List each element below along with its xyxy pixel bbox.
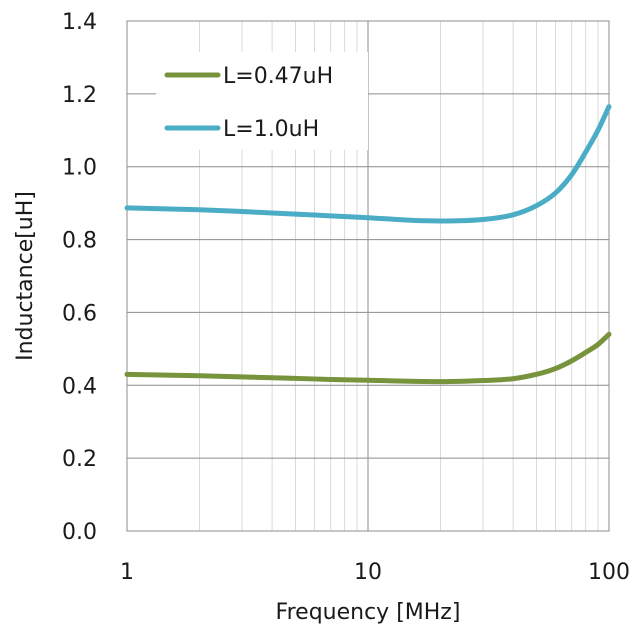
y-axis-title: Inductance[uH]: [13, 191, 38, 361]
x-axis-tick-labels: 1 10 100: [120, 560, 630, 585]
x-tick-label: 10: [354, 560, 382, 585]
y-tick-label: 0.2: [62, 447, 97, 472]
series-line-1: [124, 331, 612, 385]
y-tick-label: 1.2: [62, 83, 97, 108]
y-axis-tick-labels: 0.0 0.2 0.4 0.6 0.8 1.0 1.2 1.4: [62, 10, 97, 545]
series-line-2: [124, 104, 612, 224]
plot-area-frame: [126, 20, 610, 532]
y-tick-label: 1.0: [62, 156, 97, 181]
x-tick-label: 1: [120, 560, 134, 585]
chart-legend: L=0.47uH L=1.0uH: [156, 52, 368, 150]
legend-label-1: L=0.47uH: [223, 64, 333, 89]
y-tick-label: 0.4: [62, 374, 97, 399]
legend-label-2: L=1.0uH: [223, 117, 319, 142]
y-tick-label: 0.8: [62, 229, 97, 254]
y-tick-label: 0.6: [62, 301, 97, 326]
x-tick-label: 100: [588, 560, 630, 585]
series-lines: [124, 104, 612, 385]
y-tick-label: 1.4: [62, 10, 97, 35]
x-axis-title: Frequency [MHz]: [276, 600, 461, 625]
legend-background: [156, 52, 368, 150]
y-tick-label: 0.0: [62, 520, 97, 545]
